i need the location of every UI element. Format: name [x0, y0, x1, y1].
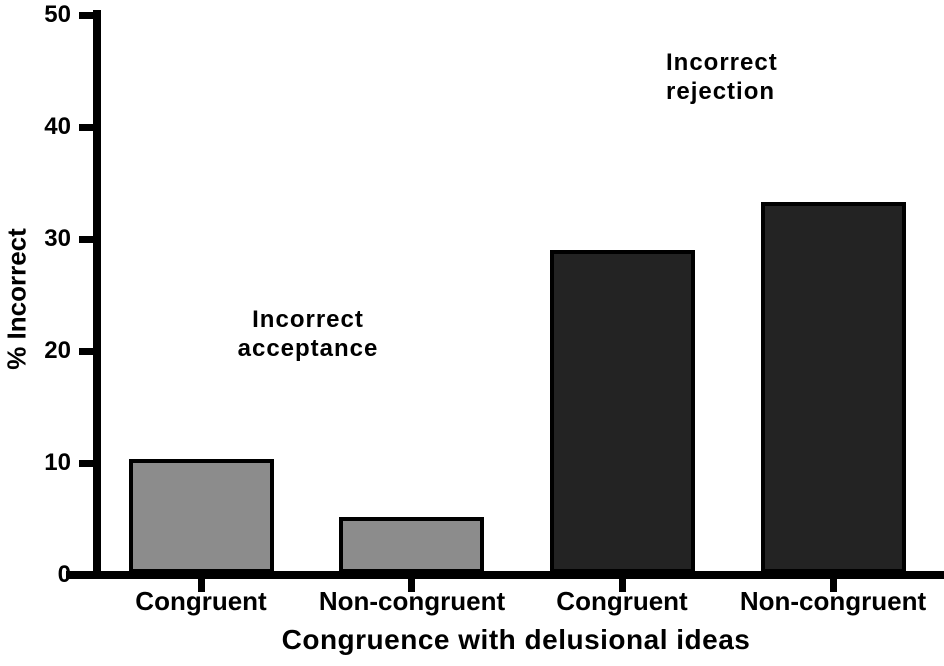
bar-incorrect-rejection-non-congruent [761, 202, 906, 573]
x-axis-title: Congruence with delusional ideas [281, 624, 751, 655]
y-tick [79, 460, 94, 467]
y-tick [79, 12, 94, 19]
annotation-incorrect-rejection: Incorrect rejection [666, 49, 778, 105]
bar-incorrect-acceptance-congruent [129, 459, 274, 573]
y-tick-label: 40 [44, 113, 71, 140]
y-tick [79, 348, 94, 355]
y-tick-label: 20 [44, 337, 71, 364]
x-tick [198, 579, 205, 592]
y-axis-line [93, 10, 101, 579]
x-tick [408, 579, 415, 592]
y-tick [79, 124, 94, 131]
y-tick-label: 50 [44, 1, 71, 28]
x-axis-line [66, 571, 944, 579]
y-tick-label: 30 [44, 225, 71, 252]
y-tick-label: 0 [57, 561, 71, 588]
bar-incorrect-acceptance-non-congruent [339, 517, 484, 573]
y-tick [79, 236, 94, 243]
bar-incorrect-rejection-congruent [550, 250, 695, 573]
x-tick [619, 579, 626, 592]
y-tick-label: 10 [44, 449, 71, 476]
x-tick [830, 579, 837, 592]
annotation-incorrect-acceptance: Incorrect acceptance [237, 306, 379, 362]
